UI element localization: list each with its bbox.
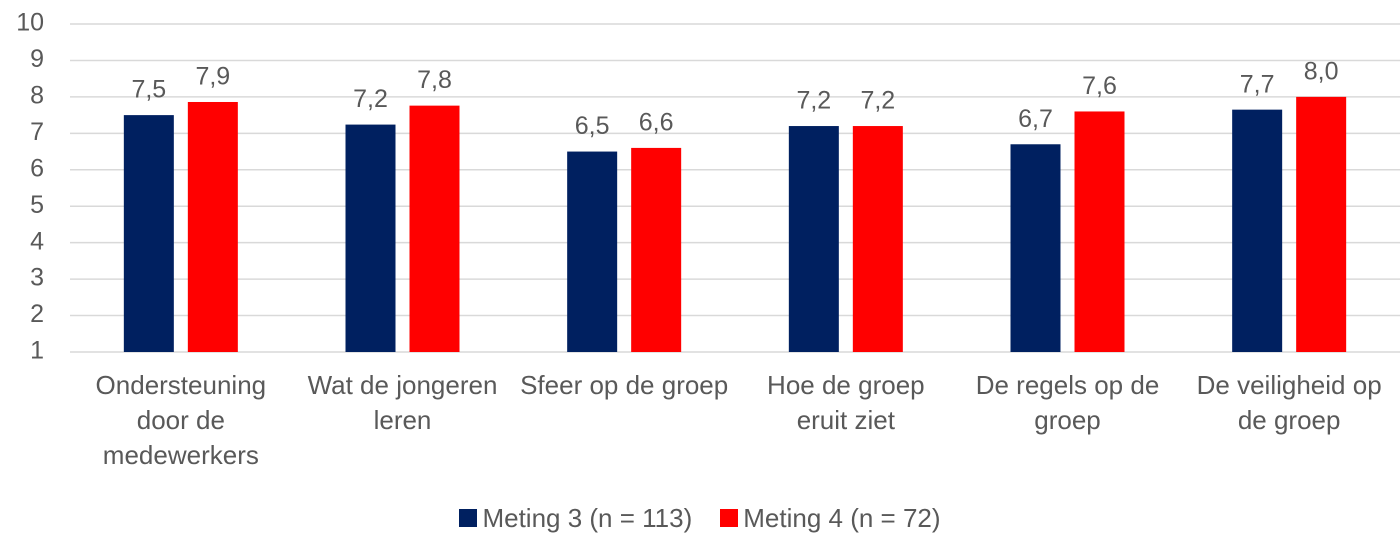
bar: [852, 126, 903, 353]
bar: [1232, 109, 1283, 353]
data-label: 6,6: [639, 109, 674, 137]
x-tick-label: De veiligheid op de groep: [1196, 370, 1382, 435]
y-tick-label: 8: [30, 81, 44, 109]
y-tick-label: 7: [30, 118, 44, 146]
bar: [631, 147, 682, 352]
x-tick-label: Hoe de groep eruit ziet: [767, 370, 925, 435]
bar: [567, 151, 618, 352]
data-label: 7,6: [1082, 72, 1117, 100]
data-label: 7,2: [353, 85, 388, 113]
data-label: 7,7: [1240, 70, 1275, 98]
y-tick-label: 3: [30, 264, 44, 292]
legend-label: Meting 4 (n = 72): [743, 503, 941, 533]
x-tick-label: Wat de jongeren leren: [307, 370, 498, 435]
data-label: 8,0: [1304, 57, 1339, 85]
legend: Meting 3 (n = 113) Meting 4 (n = 72): [0, 503, 1400, 534]
bar: [123, 115, 174, 352]
x-tick-label: De regels op de groep: [975, 370, 1160, 435]
y-tick-label: 2: [30, 300, 44, 328]
bar: [1074, 111, 1125, 352]
data-label: 7,2: [796, 87, 831, 115]
legend-item: Meting 4 (n = 72): [720, 503, 941, 533]
x-tick-label: Ondersteuning door de medewerkers: [95, 370, 267, 470]
data-label: 7,5: [131, 76, 166, 104]
bar: [409, 105, 460, 352]
legend-item: Meting 3 (n = 113): [459, 503, 692, 533]
bar: [1296, 96, 1347, 352]
y-tick-label: 10: [16, 9, 44, 37]
y-tick-label: 1: [30, 337, 44, 365]
legend-swatch: [720, 509, 739, 527]
legend-label: Meting 3 (n = 113): [482, 503, 693, 533]
bar: [345, 124, 396, 352]
bar: [1010, 144, 1061, 352]
data-label: 7,9: [195, 63, 230, 91]
y-tick-label: 6: [30, 154, 44, 182]
data-label: 6,7: [1018, 105, 1053, 133]
bar: [788, 126, 839, 353]
data-label: 7,8: [417, 66, 452, 94]
y-tick-label: 4: [30, 227, 44, 255]
y-tick-label: 9: [30, 45, 44, 73]
y-tick-label: 5: [30, 191, 44, 219]
data-label: 6,5: [575, 112, 610, 140]
data-label: 7,2: [860, 87, 895, 115]
bar: [187, 101, 238, 352]
legend-swatch: [459, 509, 478, 527]
x-tick-label: Sfeer op de groep: [520, 370, 729, 400]
